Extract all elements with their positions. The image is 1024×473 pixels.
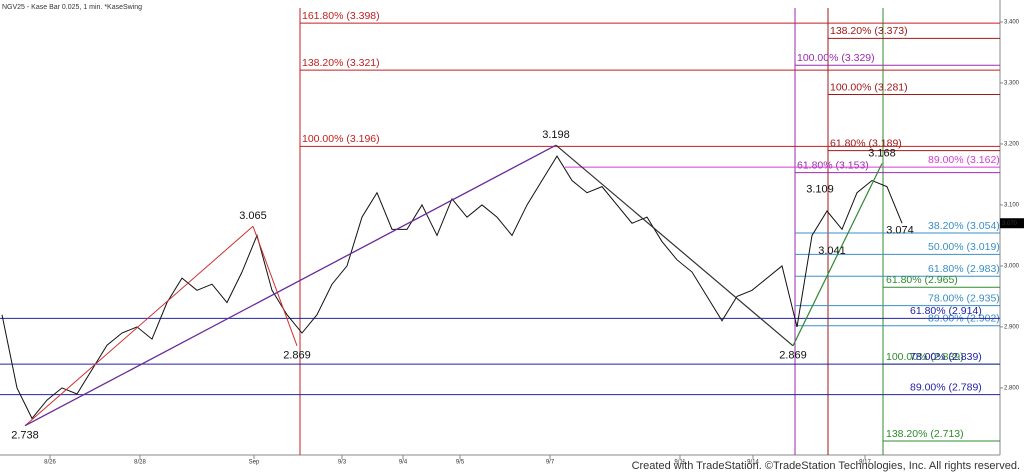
fib-label: 89.00% (2.789) bbox=[910, 381, 982, 393]
x-tick-label: 9/4 bbox=[399, 460, 408, 466]
price-line bbox=[1, 155, 903, 420]
swing-label: 3.109 bbox=[806, 183, 834, 195]
swing-line bbox=[24, 225, 254, 427]
x-tick-label: 9/11 bbox=[674, 460, 686, 466]
swing-line bbox=[24, 144, 557, 427]
last-price-label: 3.070 bbox=[1002, 221, 1018, 227]
fib-label: 138.20% (3.321) bbox=[302, 57, 380, 69]
swing-label: 3.074 bbox=[886, 225, 914, 237]
fib-label: 61.80% (2.914) bbox=[910, 305, 982, 317]
fib-label: 161.80% (3.398) bbox=[302, 10, 380, 22]
swing-label: 3.065 bbox=[239, 210, 267, 222]
footer: Created with TradeStation. ©TradeStation… bbox=[632, 460, 1020, 472]
y-tick-label: 2.800 bbox=[1004, 385, 1020, 391]
swing-line bbox=[252, 226, 298, 346]
x-tick-label: 9/14 bbox=[747, 460, 759, 466]
chart-title: NGV25 - Kase Bar 0.025, 1 min. *KaseSwin… bbox=[2, 4, 142, 11]
x-tick-label: 9/7 bbox=[546, 460, 555, 466]
y-tick-label: 3.300 bbox=[1004, 81, 1020, 87]
y-tick-label: 3.400 bbox=[1004, 20, 1020, 26]
x-tick-label: 8/26 bbox=[44, 460, 56, 466]
fib-label: 100.00% (3.196) bbox=[302, 133, 380, 145]
x-tick-label: 8/28 bbox=[134, 460, 146, 466]
swing-line bbox=[792, 163, 883, 347]
x-tick-label: Sep bbox=[249, 460, 260, 466]
y-tick-label: 3.000 bbox=[1004, 264, 1020, 270]
x-tick-label: 9/5 bbox=[456, 460, 465, 466]
fib-label: 61.80% (2.965) bbox=[886, 274, 958, 286]
fib-label: 78.00% (2.935) bbox=[928, 292, 1000, 304]
fib-label: 138.20% (3.373) bbox=[830, 25, 908, 37]
swing-label: 3.041 bbox=[818, 245, 846, 257]
y-tick-label: 2.900 bbox=[1004, 324, 1020, 330]
fib-label: 61.80% (2.983) bbox=[928, 263, 1000, 275]
swing-label: 2.869 bbox=[779, 350, 807, 362]
y-tick-label: 3.200 bbox=[1004, 142, 1020, 148]
fib-label: 100.00% (3.281) bbox=[830, 81, 908, 93]
fib-label: 61.80% (3.153) bbox=[797, 159, 869, 171]
swing-label: 3.168 bbox=[868, 147, 896, 159]
fib-label: 100.00% (3.329) bbox=[797, 52, 875, 64]
fib-label: 38.20% (3.054) bbox=[928, 220, 1000, 232]
fib-label: 50.00% (3.019) bbox=[928, 241, 1000, 253]
y-tick-label: 3.100 bbox=[1004, 203, 1020, 209]
last-price-badge bbox=[1000, 218, 1024, 229]
swing-label: 2.738 bbox=[11, 430, 39, 442]
swing-label: 2.869 bbox=[283, 350, 311, 362]
x-tick-label: 9/17 bbox=[859, 460, 871, 466]
fib-label: 89.00% (3.162) bbox=[928, 154, 1000, 166]
fib-label: 78.00% (2.839) bbox=[910, 351, 982, 363]
swing-line bbox=[555, 144, 794, 347]
fib-label: 100.00% (2.839) bbox=[886, 351, 964, 363]
swing-label: 3.198 bbox=[542, 129, 570, 141]
fib-label: 61.80% (3.189) bbox=[830, 137, 902, 149]
fib-label: 138.20% (2.713) bbox=[886, 428, 964, 440]
x-tick-label: 9/3 bbox=[338, 460, 347, 466]
